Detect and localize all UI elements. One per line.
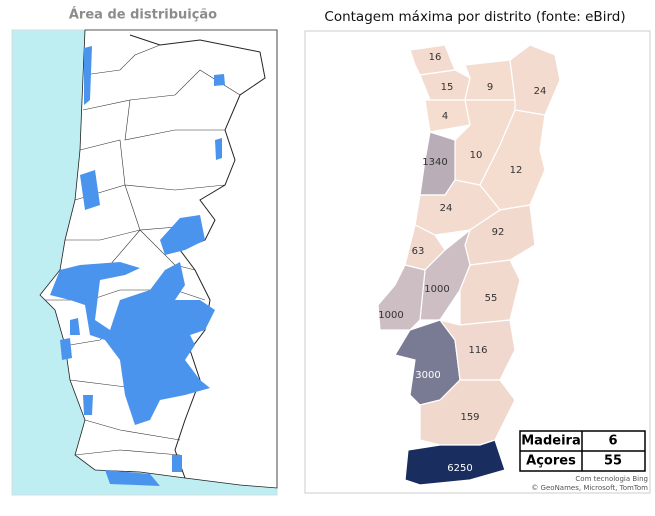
district-count: 55 (485, 293, 498, 304)
district-count: 9 (487, 82, 493, 93)
district-count: 12 (510, 165, 523, 176)
right-title: Contagem máxima por distrito (fonte: eBi… (324, 9, 625, 25)
island-name: Açores (526, 454, 576, 469)
district-count: 10 (470, 150, 483, 161)
district (438, 319, 516, 381)
district-count: 1000 (424, 284, 449, 295)
district (419, 379, 516, 446)
district-count: 24 (534, 86, 547, 97)
district-count: 15 (441, 82, 454, 93)
attribution: © GeoNames, Microsoft, TomTom (531, 484, 648, 492)
district (377, 264, 426, 331)
island-count: 6 (608, 434, 617, 449)
district-count: 116 (468, 345, 487, 356)
island-count: 55 (604, 454, 622, 469)
district-count: 16 (429, 52, 442, 63)
district (404, 439, 506, 486)
district (464, 59, 516, 101)
district-count: 1000 (378, 310, 403, 321)
range-areas (50, 46, 225, 486)
district-count: 3000 (415, 370, 440, 381)
district-count: 1340 (422, 157, 447, 168)
district-count: 63 (412, 246, 425, 257)
attribution: Com tecnologia Bing (575, 475, 648, 483)
border (129, 34, 266, 479)
district-count: 159 (460, 412, 479, 423)
left-title: Área de distribuição (69, 7, 217, 23)
district-count: 4 (442, 111, 448, 122)
district-count: 6250 (447, 463, 472, 474)
left-map (11, 29, 278, 496)
district-count: 92 (492, 227, 505, 238)
district-count: 24 (440, 203, 453, 214)
island-table: Madeira 6 Açores 55 (519, 430, 646, 472)
island-name: Madeira (521, 434, 580, 449)
